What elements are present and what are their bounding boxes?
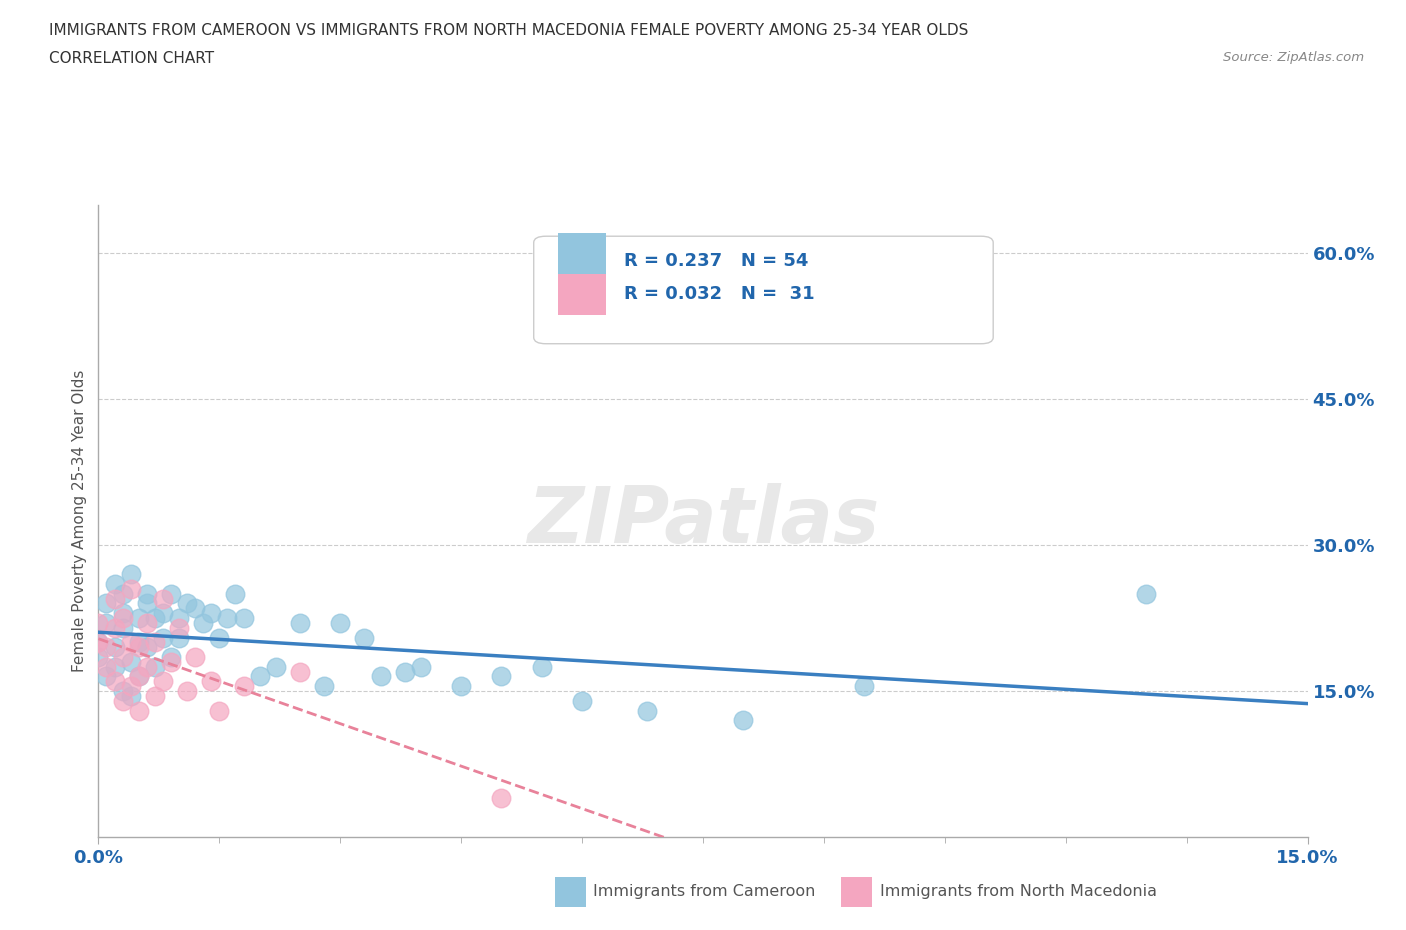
Point [232, 611, 254, 626]
Point [288, 664, 311, 679]
Point [111, 649, 134, 664]
Point [87, 649, 110, 664]
Point [176, 596, 198, 611]
Text: Source: ZipAtlas.com: Source: ZipAtlas.com [1223, 51, 1364, 64]
Point [120, 567, 142, 582]
Point [288, 616, 311, 631]
Point [636, 703, 658, 718]
Point [96, 596, 118, 611]
Point [232, 679, 254, 694]
Point [353, 631, 375, 645]
Point [135, 586, 157, 601]
Point [135, 640, 157, 655]
Text: CORRELATION CHART: CORRELATION CHART [49, 51, 214, 66]
FancyBboxPatch shape [558, 274, 606, 315]
Point [120, 655, 142, 670]
Point [160, 586, 183, 601]
Point [152, 591, 174, 606]
Point [96, 669, 118, 684]
Point [96, 640, 118, 655]
Point [1135, 586, 1157, 601]
Point [152, 674, 174, 689]
Point [128, 669, 150, 684]
Point [96, 616, 118, 631]
Point [329, 616, 352, 631]
Point [450, 679, 472, 694]
Point [143, 611, 166, 626]
Point [87, 616, 110, 631]
Point [120, 635, 142, 650]
Point [128, 669, 150, 684]
Text: Immigrants from North Macedonia: Immigrants from North Macedonia [880, 884, 1157, 899]
Point [103, 659, 125, 674]
Point [111, 684, 134, 698]
Point [143, 688, 166, 703]
Point [128, 640, 150, 655]
Point [176, 684, 198, 698]
Point [217, 611, 239, 626]
Point [160, 655, 183, 670]
Point [120, 688, 142, 703]
Point [128, 703, 150, 718]
Point [530, 659, 553, 674]
Point [143, 635, 166, 650]
Point [96, 659, 118, 674]
Point [193, 616, 215, 631]
Point [111, 611, 134, 626]
Point [491, 669, 513, 684]
Point [853, 679, 876, 694]
Y-axis label: Female Poverty Among 25-34 Year Olds: Female Poverty Among 25-34 Year Olds [72, 369, 87, 672]
Point [135, 616, 157, 631]
Text: R = 0.032   N =  31: R = 0.032 N = 31 [624, 285, 815, 303]
Point [224, 586, 246, 601]
Point [491, 790, 513, 805]
Point [128, 635, 150, 650]
Point [200, 605, 222, 620]
Point [111, 605, 134, 620]
Point [87, 635, 110, 650]
Point [314, 679, 336, 694]
Point [152, 605, 174, 620]
Point [152, 631, 174, 645]
Point [167, 611, 190, 626]
Text: ZIPatlas: ZIPatlas [527, 483, 879, 559]
Text: IMMIGRANTS FROM CAMEROON VS IMMIGRANTS FROM NORTH MACEDONIA FEMALE POVERTY AMONG: IMMIGRANTS FROM CAMEROON VS IMMIGRANTS F… [49, 23, 969, 38]
Point [103, 577, 125, 591]
Point [87, 635, 110, 650]
Text: Immigrants from Cameroon: Immigrants from Cameroon [593, 884, 815, 899]
Point [571, 694, 593, 709]
Text: R = 0.237   N = 54: R = 0.237 N = 54 [624, 252, 808, 270]
Point [111, 694, 134, 709]
Point [103, 620, 125, 635]
Point [103, 591, 125, 606]
Point [167, 620, 190, 635]
Point [370, 669, 392, 684]
Point [264, 659, 287, 674]
Point [184, 649, 207, 664]
Point [103, 674, 125, 689]
FancyBboxPatch shape [534, 236, 993, 344]
Point [120, 581, 142, 596]
Point [135, 659, 157, 674]
Point [160, 649, 183, 664]
Point [167, 631, 190, 645]
Point [733, 712, 755, 727]
Point [208, 631, 231, 645]
FancyBboxPatch shape [558, 233, 606, 274]
Point [394, 664, 416, 679]
Point [143, 659, 166, 674]
Point [128, 611, 150, 626]
Point [135, 596, 157, 611]
Point [103, 640, 125, 655]
Point [249, 669, 271, 684]
Point [184, 601, 207, 616]
Point [111, 586, 134, 601]
Point [120, 679, 142, 694]
Point [409, 659, 432, 674]
Point [208, 703, 231, 718]
Point [111, 620, 134, 635]
Point [200, 674, 222, 689]
